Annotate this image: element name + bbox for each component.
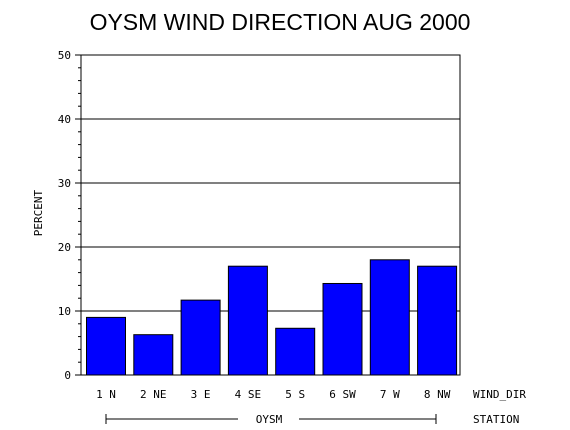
group-axis-label: STATION bbox=[473, 413, 519, 426]
y-tick-label: 20 bbox=[58, 241, 71, 254]
x-axis-label: WIND_DIR bbox=[473, 388, 526, 401]
x-tick-label: 4 SE bbox=[235, 388, 262, 401]
x-tick-label: 2 NE bbox=[140, 388, 167, 401]
x-tick-label: 6 SW bbox=[329, 388, 356, 401]
x-tick-label: 1 N bbox=[96, 388, 116, 401]
x-tick-label: 5 S bbox=[285, 388, 305, 401]
y-tick-label: 10 bbox=[58, 305, 71, 318]
y-tick-label: 0 bbox=[64, 369, 71, 382]
bar bbox=[133, 334, 174, 376]
bars bbox=[86, 259, 458, 376]
x-tick-labels: 1 N 2 NE 3 E 4 SE 5 S 6 SW 7 W 8 NW bbox=[96, 388, 451, 401]
bar bbox=[417, 265, 458, 376]
bar bbox=[86, 316, 126, 376]
y-tick-label: 30 bbox=[58, 177, 71, 190]
x-tick-label: 7 W bbox=[380, 388, 400, 401]
group-name: OYSM bbox=[256, 413, 283, 426]
x-tick-label: 3 E bbox=[191, 388, 211, 401]
bar bbox=[369, 259, 410, 376]
bar bbox=[180, 299, 221, 376]
y-axis-ticks: 0 10 20 30 40 50 bbox=[58, 49, 81, 382]
x-tick-label: 8 NW bbox=[424, 388, 451, 401]
bar bbox=[275, 327, 316, 376]
bar bbox=[322, 282, 363, 376]
bar bbox=[227, 265, 268, 376]
y-axis-label: PERCENT bbox=[32, 189, 45, 236]
chart-title: OYSM WIND DIRECTION AUG 2000 bbox=[90, 9, 471, 35]
y-tick-label: 50 bbox=[58, 49, 71, 62]
plot-frame bbox=[80, 54, 461, 376]
y-tick-label: 40 bbox=[58, 113, 71, 126]
